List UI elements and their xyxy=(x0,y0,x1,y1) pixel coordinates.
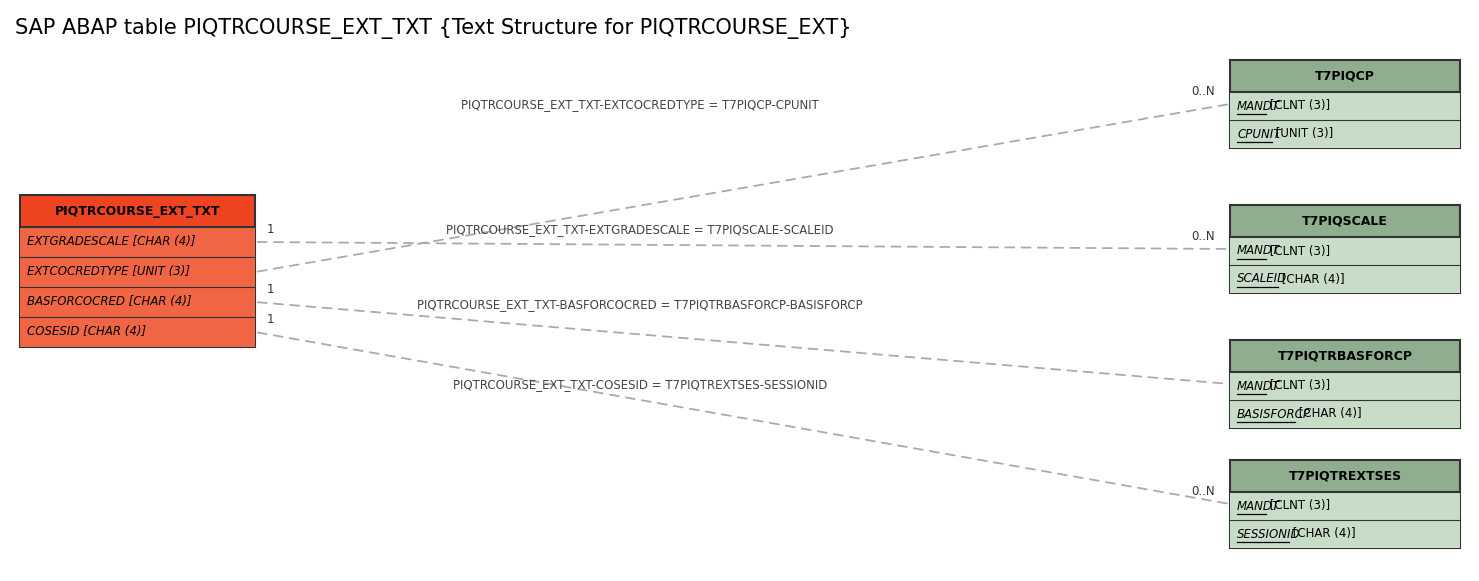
Text: PIQTRCOURSE_EXT_TXT-EXTGRADESCALE = T7PIQSCALE-SCALEID: PIQTRCOURSE_EXT_TXT-EXTGRADESCALE = T7PI… xyxy=(447,224,834,236)
Bar xyxy=(21,195,254,347)
Text: T7PIQSCALE: T7PIQSCALE xyxy=(1302,214,1387,228)
Bar xyxy=(21,227,254,257)
Text: PIQTRCOURSE_EXT_TXT: PIQTRCOURSE_EXT_TXT xyxy=(55,205,220,217)
Bar xyxy=(1231,492,1460,520)
Bar xyxy=(1231,372,1460,400)
Bar xyxy=(1231,237,1460,265)
Bar xyxy=(1231,120,1460,148)
Text: BASISFORCP: BASISFORCP xyxy=(1236,407,1310,421)
Text: T7PIQCP: T7PIQCP xyxy=(1315,70,1375,83)
Text: EXTGRADESCALE [CHAR (4)]: EXTGRADESCALE [CHAR (4)] xyxy=(27,235,195,249)
Text: EXTCOCREDTYPE [UNIT (3)]: EXTCOCREDTYPE [UNIT (3)] xyxy=(27,266,189,278)
Bar xyxy=(21,287,254,317)
Bar xyxy=(1231,60,1460,148)
Text: [CHAR (4)]: [CHAR (4)] xyxy=(1296,407,1362,421)
Text: COSESID [CHAR (4)]: COSESID [CHAR (4)] xyxy=(27,325,146,339)
Text: [CLNT (3)]: [CLNT (3)] xyxy=(1266,245,1330,257)
Text: MANDT: MANDT xyxy=(1236,500,1279,512)
Text: [CHAR (4)]: [CHAR (4)] xyxy=(1290,528,1356,540)
Text: PIQTRCOURSE_EXT_TXT-EXTCOCREDTYPE = T7PIQCP-CPUNIT: PIQTRCOURSE_EXT_TXT-EXTCOCREDTYPE = T7PI… xyxy=(461,99,819,112)
Text: PIQTRCOURSE_EXT_TXT-COSESID = T7PIQTREXTSES-SESSIONID: PIQTRCOURSE_EXT_TXT-COSESID = T7PIQTREXT… xyxy=(453,378,827,392)
Text: MANDT: MANDT xyxy=(1236,99,1279,113)
Text: [CHAR (4)]: [CHAR (4)] xyxy=(1278,272,1344,285)
Text: PIQTRCOURSE_EXT_TXT-BASFORCOCRED = T7PIQTRBASFORCP-BASISFORCP: PIQTRCOURSE_EXT_TXT-BASFORCOCRED = T7PIQ… xyxy=(417,299,862,311)
Text: SESSIONID: SESSIONID xyxy=(1236,528,1300,540)
Text: MANDT: MANDT xyxy=(1236,245,1279,257)
Bar xyxy=(1231,205,1460,293)
Text: 1: 1 xyxy=(268,223,275,236)
Text: 1: 1 xyxy=(268,313,275,326)
Text: [CLNT (3)]: [CLNT (3)] xyxy=(1266,379,1330,393)
Bar xyxy=(21,317,254,347)
Text: MANDT: MANDT xyxy=(1236,379,1279,393)
Bar xyxy=(1231,92,1460,120)
Text: [CLNT (3)]: [CLNT (3)] xyxy=(1266,99,1330,113)
Bar xyxy=(1231,520,1460,548)
Text: BASFORCOCRED [CHAR (4)]: BASFORCOCRED [CHAR (4)] xyxy=(27,296,192,309)
Bar xyxy=(1231,340,1460,428)
Text: 1: 1 xyxy=(268,283,275,296)
Text: 0..N: 0..N xyxy=(1192,485,1216,498)
Text: 0..N: 0..N xyxy=(1192,85,1216,98)
Text: 0..N: 0..N xyxy=(1192,230,1216,243)
Bar xyxy=(1231,400,1460,428)
Bar xyxy=(1231,265,1460,293)
Text: SAP ABAP table PIQTRCOURSE_EXT_TXT {Text Structure for PIQTRCOURSE_EXT}: SAP ABAP table PIQTRCOURSE_EXT_TXT {Text… xyxy=(15,18,852,39)
Text: SCALEID: SCALEID xyxy=(1236,272,1287,285)
Bar xyxy=(21,257,254,287)
Text: [UNIT (3)]: [UNIT (3)] xyxy=(1272,127,1333,141)
Text: T7PIQTRBASFORCP: T7PIQTRBASFORCP xyxy=(1278,350,1412,363)
Text: CPUNIT: CPUNIT xyxy=(1236,127,1281,141)
Bar xyxy=(1231,460,1460,548)
Text: [CLNT (3)]: [CLNT (3)] xyxy=(1266,500,1330,512)
Text: T7PIQTREXTSES: T7PIQTREXTSES xyxy=(1288,469,1402,482)
